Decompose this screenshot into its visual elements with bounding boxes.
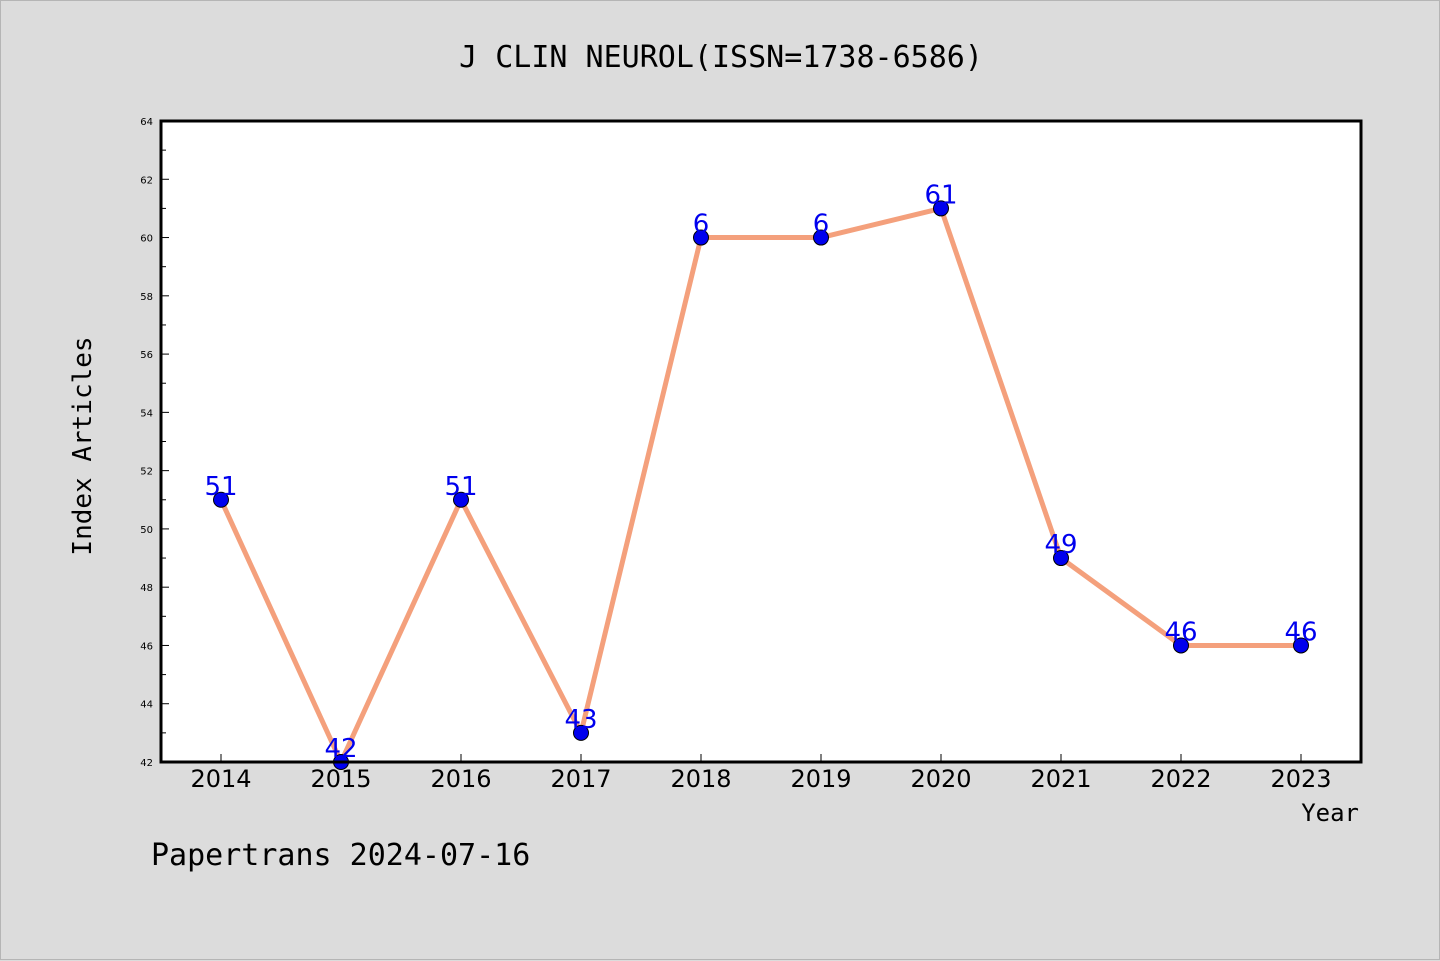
data-point xyxy=(933,200,949,217)
y-tick-label: 64 xyxy=(140,117,153,128)
series-line xyxy=(218,205,1304,765)
y-tick-label: 52 xyxy=(140,467,153,478)
data-label: 61 xyxy=(924,180,957,210)
data-point xyxy=(1173,637,1189,654)
x-tick-label: 2019 xyxy=(790,765,851,793)
chart-title: J CLIN NEUROL(ISSN=1738-6586) xyxy=(459,40,983,75)
x-tick-label: 2017 xyxy=(550,765,611,793)
data-label: 51 xyxy=(204,472,237,502)
x-axis-label: Year xyxy=(1301,799,1359,827)
data-point xyxy=(693,229,709,246)
x-tick-label: 2021 xyxy=(1030,765,1091,793)
data-point xyxy=(1293,637,1309,654)
data-label: 43 xyxy=(564,705,597,735)
y-tick-label: 60 xyxy=(140,234,153,245)
y-tick-label: 42 xyxy=(140,758,153,769)
data-label: 6 xyxy=(813,210,830,240)
data-point xyxy=(1053,550,1069,567)
y-tick-label: 62 xyxy=(140,175,153,186)
x-tick-label: 2023 xyxy=(1270,765,1331,793)
x-tick-label: 2022 xyxy=(1150,765,1211,793)
y-tick-label: 58 xyxy=(140,292,153,303)
data-point xyxy=(813,229,829,246)
data-point xyxy=(573,724,589,741)
data-label: 46 xyxy=(1164,617,1197,647)
data-label: 42 xyxy=(324,734,357,764)
y-axis-label: Index Articles xyxy=(68,336,98,555)
data-point xyxy=(213,491,229,508)
data-label: 51 xyxy=(444,472,477,502)
x-tick-label: 2016 xyxy=(430,765,491,793)
data-label: 46 xyxy=(1284,617,1317,647)
y-tick-label: 46 xyxy=(140,641,153,652)
y-tick-label: 50 xyxy=(140,525,153,536)
y-tick-label: 44 xyxy=(140,700,153,711)
x-tick-label: 2018 xyxy=(670,765,731,793)
plot-border xyxy=(159,119,1363,764)
data-label: 49 xyxy=(1044,530,1077,560)
y-tick-label: 48 xyxy=(140,583,153,594)
y-tick-label: 54 xyxy=(140,408,153,419)
footer-text: Papertrans 2024-07-16 xyxy=(151,838,530,873)
y-tick-label: 56 xyxy=(140,350,153,361)
data-point xyxy=(453,491,469,508)
x-tick-label: 2020 xyxy=(910,765,971,793)
plot-area xyxy=(161,121,1361,762)
data-label: 6 xyxy=(693,210,710,240)
x-tick-label: 2014 xyxy=(190,765,251,793)
